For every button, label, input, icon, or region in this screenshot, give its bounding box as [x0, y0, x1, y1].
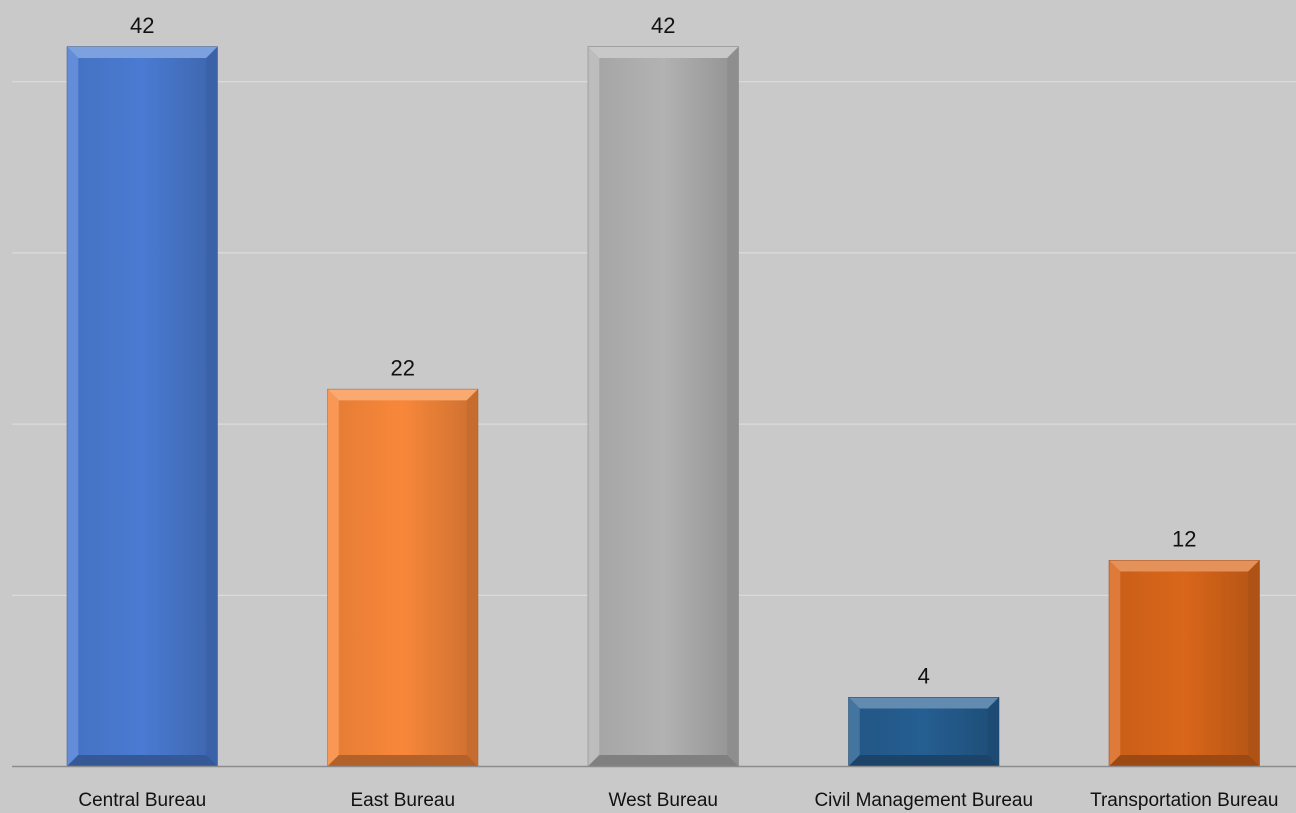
bar-bevel-right — [727, 46, 739, 766]
category-labels: Central Bureau East Bureau West Bureau Civi… — [78, 790, 1278, 811]
bar-bevel-right — [206, 46, 218, 766]
bar-bevel-bottom — [67, 755, 218, 766]
bar — [1108, 560, 1260, 767]
category-tick-label: West Bureau — [609, 790, 718, 811]
bar-bevel-bottom — [1109, 755, 1260, 766]
bar — [327, 388, 479, 767]
bar-bevel-left — [327, 389, 339, 766]
bar-bevel-right — [987, 697, 999, 766]
data-label: 42 — [651, 13, 675, 38]
category-tick-label: East Bureau — [350, 790, 455, 811]
bar — [848, 697, 1000, 767]
bar-bevel-right — [1248, 560, 1260, 766]
category-tick-label: Central Bureau — [78, 790, 206, 811]
bar-bevel-left — [588, 46, 600, 766]
bar-bevel-bottom — [327, 755, 478, 766]
bar-bevel-left — [1109, 560, 1121, 766]
data-label: 4 — [918, 664, 930, 689]
bar — [66, 46, 218, 767]
bar-bevel-top — [848, 697, 999, 709]
bar-bevel-left — [67, 46, 79, 766]
bar-bevel-top — [1109, 560, 1260, 572]
bar-bevel-bottom — [848, 755, 999, 766]
data-label: 12 — [1172, 527, 1196, 552]
value-labels: 42 22 42 4 12 — [130, 13, 1196, 689]
bar-bevel-top — [327, 389, 478, 401]
bar-bevel-top — [67, 46, 218, 58]
category-tick-label: Transportation Bureau — [1090, 790, 1278, 811]
bar-bevel-bottom — [588, 755, 739, 766]
bars — [66, 46, 1260, 767]
bar-bevel-top — [588, 46, 739, 58]
bar-east-bureau — [327, 388, 479, 767]
bar-bevel-right — [466, 389, 478, 766]
bar-west-bureau — [587, 46, 739, 767]
bar — [587, 46, 739, 767]
bar-central-bureau — [66, 46, 218, 767]
bar-transportation-bureau — [1108, 560, 1260, 767]
data-label: 42 — [130, 13, 154, 38]
data-label: 22 — [391, 355, 415, 380]
bar-civil-management-bureau — [848, 697, 1000, 767]
bar-bevel-left — [848, 697, 860, 766]
category-tick-label: Civil Management Bureau — [814, 790, 1033, 811]
